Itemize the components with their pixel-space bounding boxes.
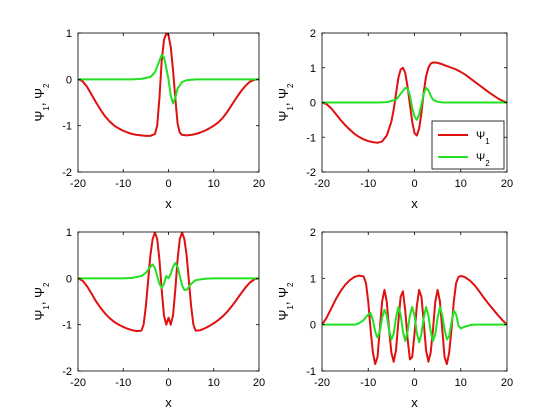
x-tick-label: 0 xyxy=(411,178,417,190)
y-axis-label: Ψ1, Ψ2 xyxy=(276,83,295,121)
x-tick-label: 20 xyxy=(501,178,513,190)
series-line-Ψ2 xyxy=(78,53,259,105)
x-axis-label: x xyxy=(165,196,172,211)
x-tick-label: -10 xyxy=(115,377,131,389)
y-tick-label: -1 xyxy=(306,132,316,144)
x-tick-label: 10 xyxy=(208,178,220,190)
y-tick-label: -2 xyxy=(62,366,72,378)
y-tick-label: -1 xyxy=(306,366,316,378)
series-line-Ψ2 xyxy=(322,86,507,121)
legend-label-Ψ1: Ψ1 xyxy=(476,130,490,146)
x-tick-label: 20 xyxy=(501,377,513,389)
y-axis-label: Ψ1, Ψ2 xyxy=(32,83,51,121)
y-tick-label: -2 xyxy=(306,167,316,179)
x-tick-label: -10 xyxy=(360,377,376,389)
y-tick-label: -2 xyxy=(62,167,72,179)
axes-box xyxy=(77,231,260,372)
x-tick-label: 20 xyxy=(253,178,265,190)
x-tick-label: 20 xyxy=(253,377,265,389)
y-tick-label: 0 xyxy=(66,74,72,86)
y-axis-label: Ψ1, Ψ2 xyxy=(32,282,51,320)
x-tick-label: 0 xyxy=(411,377,417,389)
x-tick-label: 10 xyxy=(455,377,467,389)
x-tick-label: -10 xyxy=(360,178,376,190)
y-axis-label: Ψ1, Ψ2 xyxy=(276,282,295,320)
x-tick-label: 0 xyxy=(165,377,171,389)
y-tick-label: -1 xyxy=(62,121,72,133)
axes-box xyxy=(321,231,508,372)
y-tick-label: 1 xyxy=(66,28,72,40)
y-tick-label: 0 xyxy=(310,320,316,332)
x-tick-label: 10 xyxy=(208,377,220,389)
y-tick-label: 2 xyxy=(310,227,316,239)
axes-box xyxy=(77,32,260,173)
x-tick-label: -20 xyxy=(314,178,330,190)
x-tick-label: -10 xyxy=(115,178,131,190)
x-tick-label: -20 xyxy=(70,178,86,190)
y-tick-label: 1 xyxy=(66,227,72,239)
y-tick-label: 2 xyxy=(310,28,316,40)
series-line-Ψ2 xyxy=(78,262,259,291)
x-axis-label: x xyxy=(165,395,172,410)
x-axis-label: x xyxy=(411,395,418,410)
series-line-Ψ1 xyxy=(322,274,507,366)
y-tick-label: -1 xyxy=(62,320,72,332)
x-axis-label: x xyxy=(411,196,418,211)
series-line-Ψ1 xyxy=(322,61,507,144)
y-tick-label: 0 xyxy=(66,273,72,285)
legend-label-Ψ2: Ψ2 xyxy=(476,152,490,168)
y-tick-label: 1 xyxy=(310,273,316,285)
series-line-Ψ2 xyxy=(322,306,507,344)
x-tick-label: 0 xyxy=(165,178,171,190)
x-tick-label: -20 xyxy=(314,377,330,389)
x-tick-label: 10 xyxy=(455,178,467,190)
y-tick-label: 0 xyxy=(310,98,316,110)
series-line-Ψ1 xyxy=(78,232,259,333)
x-tick-label: -20 xyxy=(70,377,86,389)
legend-box xyxy=(431,120,505,170)
y-tick-label: 1 xyxy=(310,63,316,75)
